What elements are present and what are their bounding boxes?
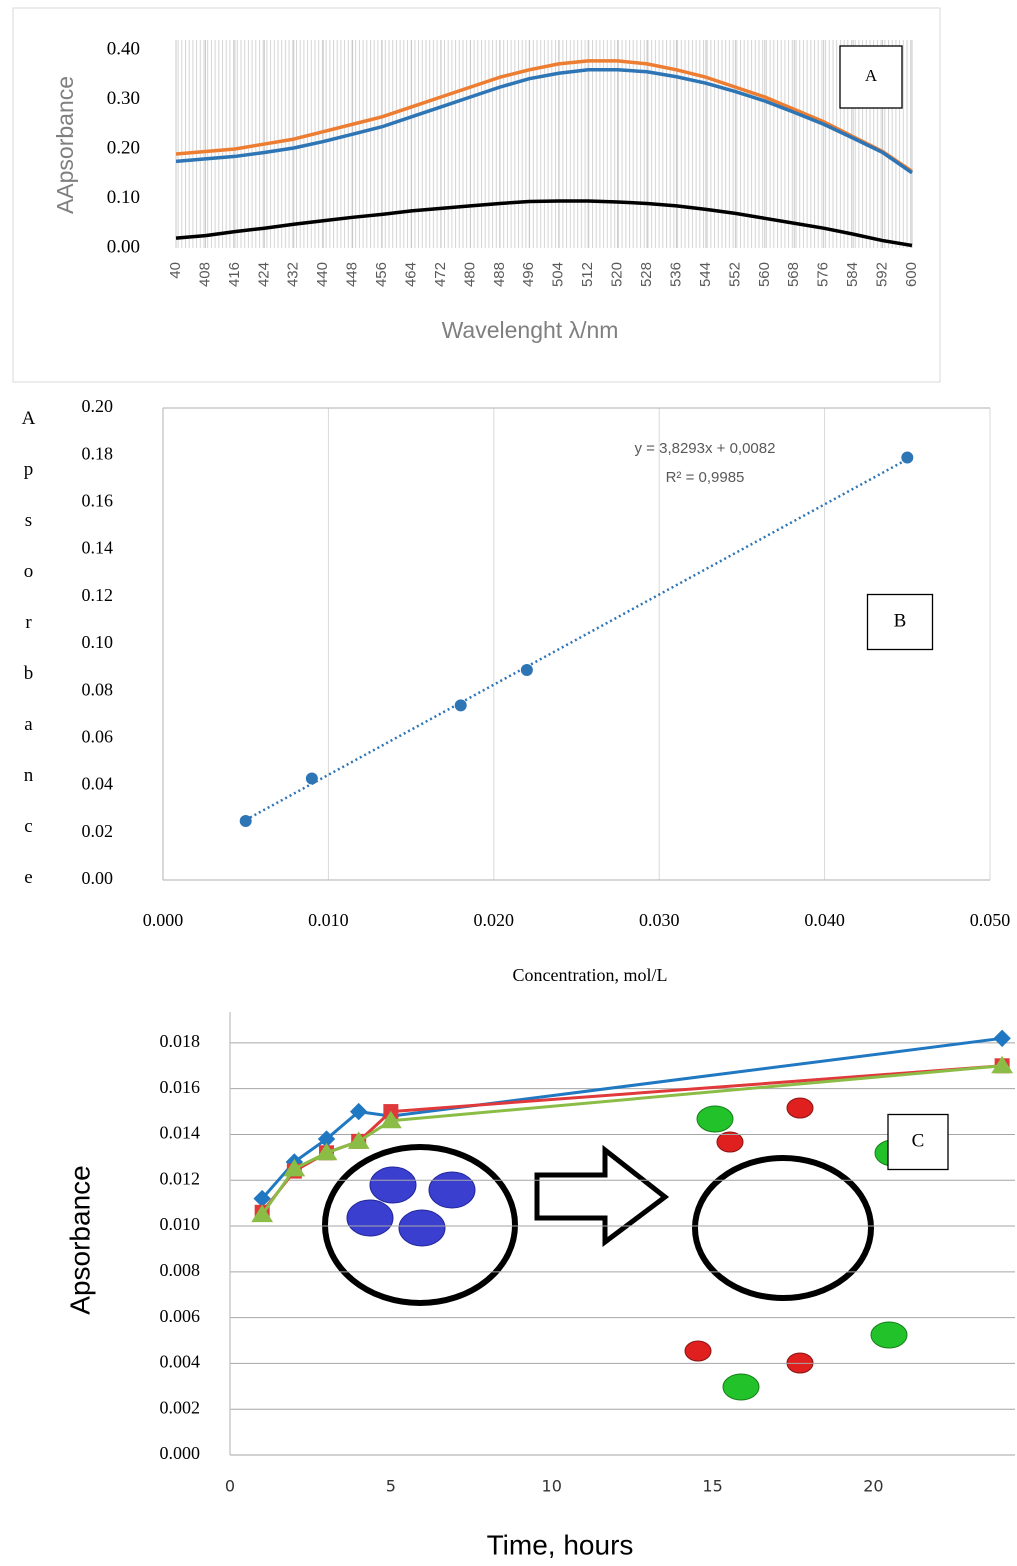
x-tick-label: 584 — [844, 262, 861, 287]
y-tick-label: 0.014 — [160, 1123, 201, 1143]
x-tick-label: 480 — [461, 262, 478, 287]
x-tick-label: 408 — [196, 262, 213, 287]
x-axis-label: Wavelenght λ/nm — [442, 317, 619, 343]
annotation: C — [912, 1130, 925, 1151]
x-tick-label: 496 — [520, 262, 537, 287]
x-tick-label: 520 — [609, 262, 626, 287]
y-tick-label: 0.012 — [160, 1168, 201, 1188]
x-tick-label: 560 — [756, 262, 773, 287]
x-tick-label: 0.050 — [970, 910, 1011, 930]
y-tick-label: 0.10 — [107, 187, 140, 208]
trendline — [246, 459, 908, 820]
x-tick-label: 0 — [225, 1477, 235, 1496]
illustration — [325, 1098, 911, 1400]
marker — [240, 815, 252, 827]
x-tick-label: 10 — [542, 1477, 562, 1496]
x-tick-label: 424 — [255, 262, 272, 287]
marker — [994, 1030, 1010, 1046]
annotation: B — [894, 610, 907, 631]
x-tick-label: 512 — [579, 262, 596, 287]
x-tick-label: 576 — [815, 262, 832, 287]
y-axis-label: Apsorbance — [18, 408, 38, 918]
marker — [521, 664, 533, 676]
y-tick-label: 0.12 — [82, 585, 114, 605]
y-tick-label: 0.20 — [107, 137, 140, 158]
y-tick-label: 0.40 — [107, 38, 140, 59]
x-tick-label: 40 — [167, 262, 184, 279]
annotation: A — [865, 66, 878, 85]
x-tick-label: 488 — [491, 262, 508, 287]
y-tick-label: 0.30 — [107, 88, 140, 109]
x-tick-label: 0.040 — [804, 910, 845, 930]
y-tick-label: 0.004 — [160, 1352, 201, 1372]
y-tick-label: 0.20 — [82, 396, 114, 416]
chart: 0.00 0.02 0.04 0.06 0.08 0.10 0.12 0.14 0.16 0.18… — [82, 396, 1011, 985]
x-tick-label: 5 — [386, 1477, 396, 1496]
y-tick-label: 0.00 — [107, 236, 140, 257]
figure: 0.00 0.10 0.20 0.30 0.40 40 408 416 424 432 440 448… — [0, 0, 1017, 1566]
y-tick-label: 0.00 — [82, 868, 114, 888]
y-tick-label: 0.10 — [82, 632, 114, 652]
x-tick-label: 0.010 — [308, 910, 349, 930]
y-tick-label: 0.08 — [82, 679, 114, 699]
x-tick-label: 0.000 — [143, 910, 184, 930]
x-tick-label: 432 — [285, 262, 302, 287]
y-tick-label: 0.16 — [82, 491, 114, 511]
y-axis-label: AApsorbance — [52, 76, 78, 214]
y-tick-label: 0.000 — [160, 1443, 201, 1463]
x-tick-label: 536 — [667, 262, 684, 287]
annotation: R² = 0,9985 — [666, 469, 745, 486]
x-axis-label: Time, hours — [487, 1529, 634, 1560]
y-tick-label: 0.14 — [82, 538, 114, 558]
x-tick-label: 416 — [226, 262, 243, 287]
x-tick-label: 456 — [373, 262, 390, 287]
y-tick-label: 0.006 — [160, 1306, 201, 1326]
x-tick-label: 0.020 — [474, 910, 515, 930]
panel-a-plot-bg — [176, 40, 912, 248]
y-tick-label: 0.016 — [160, 1077, 201, 1097]
marker — [306, 773, 318, 785]
y-tick-label: 0.04 — [82, 774, 114, 794]
y-tick-label: 0.008 — [160, 1260, 201, 1280]
x-tick-label: 600 — [903, 262, 920, 287]
x-tick-label: 528 — [638, 262, 655, 287]
x-axis-label: Concentration, mol/L — [513, 965, 668, 985]
x-tick-label: 464 — [402, 262, 419, 287]
y-tick-label: 0.18 — [82, 443, 114, 463]
x-tick-label: 0.030 — [639, 910, 680, 930]
y-tick-label: 0.06 — [82, 727, 114, 747]
y-axis-label: Apsorbance — [64, 1165, 95, 1314]
x-tick-label: 15 — [702, 1477, 722, 1496]
annotation: y = 3,8293x + 0,0082 — [635, 440, 776, 457]
y-tick-label: 0.018 — [160, 1031, 201, 1051]
x-tick-label: 440 — [314, 262, 331, 287]
x-tick-label: 592 — [874, 262, 891, 287]
x-tick-label: 552 — [726, 262, 743, 287]
chart: 0.000 0.002 0.004 0.006 0.008 0.010 0.012 0.014… — [64, 1012, 1015, 1560]
x-tick-label: 472 — [432, 262, 449, 287]
x-tick-label: 568 — [785, 262, 802, 287]
marker — [455, 699, 467, 711]
y-tick-label: 0.010 — [160, 1214, 201, 1234]
page: {"chart_data": [ {"type": "line", "xlabe… — [0, 0, 1017, 1566]
x-tick-label: 448 — [344, 262, 361, 287]
marker — [901, 452, 913, 464]
x-tick-label: 20 — [863, 1477, 883, 1496]
y-tick-label: 0.002 — [160, 1397, 201, 1417]
y-tick-label: 0.02 — [82, 821, 114, 841]
x-tick-label: 544 — [697, 262, 714, 287]
x-tick-label: 504 — [550, 262, 567, 287]
